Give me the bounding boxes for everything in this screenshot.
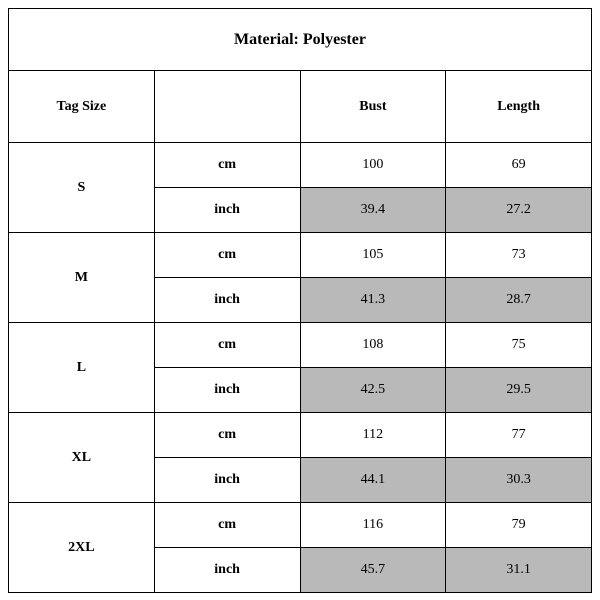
length-cell: 31.1 (446, 548, 592, 593)
col-unit (154, 71, 300, 143)
header-row: Tag Size Bust Length (9, 71, 592, 143)
unit-cell: cm (154, 143, 300, 188)
tag-size-cell: M (9, 233, 155, 323)
unit-cell: inch (154, 458, 300, 503)
length-cell: 30.3 (446, 458, 592, 503)
unit-cell: inch (154, 278, 300, 323)
size-chart-table: Material: Polyester Tag Size Bust Length… (8, 8, 592, 593)
length-cell: 77 (446, 413, 592, 458)
unit-cell: cm (154, 413, 300, 458)
table-row: 2XL cm 116 79 (9, 503, 592, 548)
unit-cell: inch (154, 188, 300, 233)
title-row: Material: Polyester (9, 9, 592, 71)
table-row: S cm 100 69 (9, 143, 592, 188)
length-cell: 69 (446, 143, 592, 188)
bust-cell: 45.7 (300, 548, 446, 593)
unit-cell: cm (154, 503, 300, 548)
unit-cell: inch (154, 368, 300, 413)
length-cell: 79 (446, 503, 592, 548)
tag-size-cell: XL (9, 413, 155, 503)
bust-cell: 42.5 (300, 368, 446, 413)
tag-size-cell: L (9, 323, 155, 413)
length-cell: 73 (446, 233, 592, 278)
col-length: Length (446, 71, 592, 143)
table-row: M cm 105 73 (9, 233, 592, 278)
tag-size-cell: S (9, 143, 155, 233)
unit-cell: inch (154, 548, 300, 593)
table-row: L cm 108 75 (9, 323, 592, 368)
bust-cell: 39.4 (300, 188, 446, 233)
bust-cell: 108 (300, 323, 446, 368)
length-cell: 27.2 (446, 188, 592, 233)
col-tag-size: Tag Size (9, 71, 155, 143)
bust-cell: 105 (300, 233, 446, 278)
length-cell: 28.7 (446, 278, 592, 323)
unit-cell: cm (154, 323, 300, 368)
length-cell: 29.5 (446, 368, 592, 413)
table-row: XL cm 112 77 (9, 413, 592, 458)
bust-cell: 116 (300, 503, 446, 548)
bust-cell: 41.3 (300, 278, 446, 323)
col-bust: Bust (300, 71, 446, 143)
tag-size-cell: 2XL (9, 503, 155, 593)
unit-cell: cm (154, 233, 300, 278)
bust-cell: 112 (300, 413, 446, 458)
table-title: Material: Polyester (9, 9, 592, 71)
bust-cell: 44.1 (300, 458, 446, 503)
bust-cell: 100 (300, 143, 446, 188)
length-cell: 75 (446, 323, 592, 368)
